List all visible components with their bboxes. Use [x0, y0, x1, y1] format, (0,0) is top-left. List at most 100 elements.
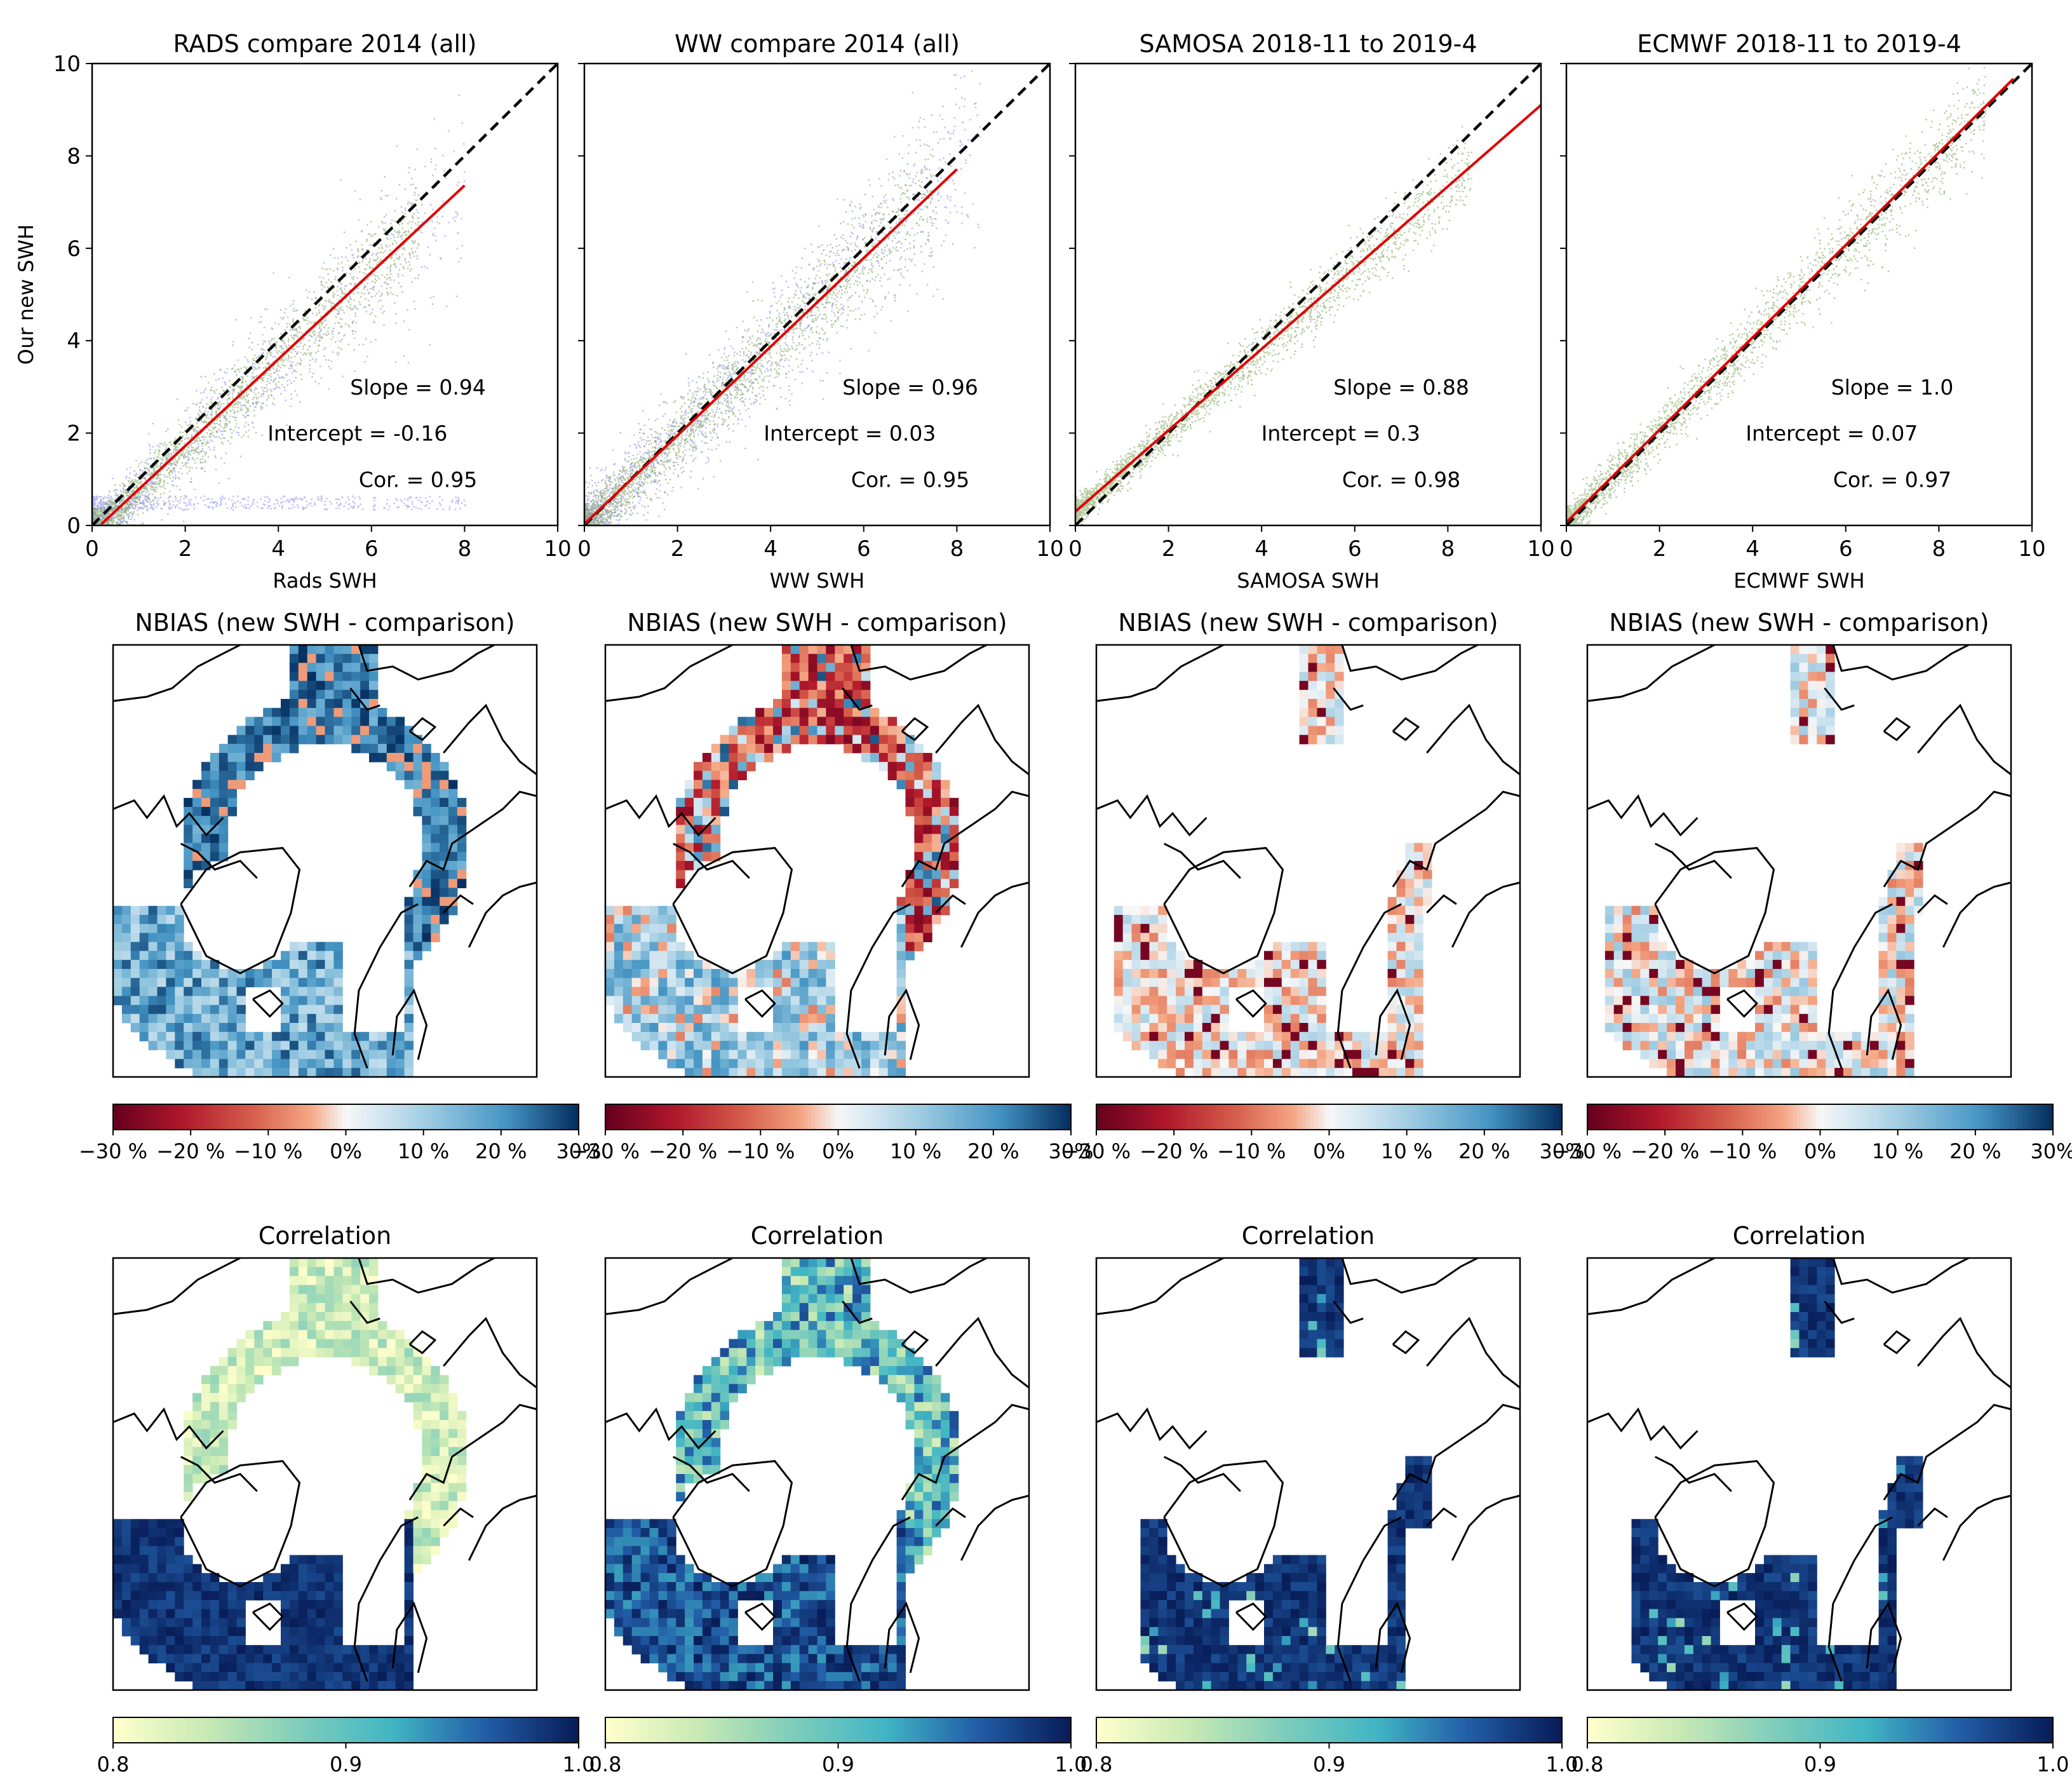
- map-cell: [790, 1059, 800, 1069]
- map-cell: [923, 1438, 932, 1447]
- map-cell: [245, 1348, 255, 1358]
- map-cell: [1826, 1067, 1835, 1078]
- map-cell: [923, 1492, 932, 1501]
- map-cell: [307, 1555, 317, 1565]
- map-cell: [658, 1519, 668, 1529]
- x-tick-label: 8: [1932, 536, 1946, 562]
- map-cells: [113, 645, 467, 1078]
- map-cell: [404, 959, 414, 970]
- coastline: [605, 1407, 716, 1450]
- map-cell: [773, 987, 783, 996]
- map-cell: [333, 1285, 343, 1295]
- map-cell: [676, 1041, 685, 1050]
- map-cell: [316, 1672, 325, 1682]
- map-cell: [949, 807, 959, 816]
- map-cell: [448, 1519, 458, 1529]
- map-cell: [631, 1537, 642, 1546]
- map-cell: [1631, 1005, 1641, 1015]
- map-cell: [431, 1429, 440, 1438]
- map-cell: [263, 1067, 272, 1078]
- colorbar-segment: [1213, 1104, 1217, 1130]
- map-cell: [316, 1600, 325, 1609]
- map-cell: [817, 1618, 826, 1628]
- map-cell: [298, 1276, 308, 1285]
- colorbar-segment: [1550, 1104, 1555, 1130]
- map-cell: [1728, 969, 1738, 978]
- colorbar-segment: [322, 1717, 327, 1743]
- map-cell: [422, 896, 431, 907]
- map-cell: [184, 816, 193, 825]
- colorbar-segment: [1641, 1104, 1646, 1130]
- colorbar-segment: [1028, 1104, 1033, 1130]
- map-cell: [861, 1059, 871, 1069]
- map-cell: [121, 1005, 131, 1015]
- map-cell: [826, 1573, 835, 1583]
- map-cell: [746, 1059, 756, 1069]
- map-cell: [1211, 1013, 1220, 1024]
- map-cell: [272, 1339, 281, 1349]
- map-cell: [263, 1663, 272, 1673]
- colorbar-segment: [718, 1717, 722, 1743]
- map-cell: [923, 807, 932, 816]
- colorbar-segment: [156, 1104, 160, 1130]
- intercept-annotation: Intercept = -0.16: [267, 421, 447, 446]
- map-cell: [227, 762, 237, 771]
- map-cell: [1799, 717, 1808, 726]
- colorbar-segment: [307, 1104, 312, 1130]
- map-cell: [914, 743, 924, 754]
- map-cell: [386, 1050, 396, 1060]
- map-cell: [440, 1447, 449, 1457]
- colorbar-segment: [338, 1717, 342, 1743]
- colorbar-segment: [237, 1104, 242, 1130]
- map-cell: [413, 753, 422, 762]
- map-cell: [121, 1609, 131, 1619]
- map-cell: [175, 996, 184, 1006]
- colorbar-segment: [1178, 1104, 1182, 1130]
- map-cell: [227, 978, 237, 987]
- colorbar-segment: [1375, 1104, 1380, 1130]
- map-cell: [1414, 987, 1423, 996]
- map-cell: [631, 1582, 642, 1592]
- map-cell: [932, 1501, 941, 1511]
- map-cell: [1423, 888, 1432, 898]
- map-cell: [201, 987, 211, 996]
- map-cell: [219, 797, 229, 808]
- map-cell: [817, 689, 826, 700]
- map-cell: [272, 1663, 281, 1673]
- colorbar-segment: [2045, 1104, 2050, 1130]
- map-cell: [852, 1330, 862, 1339]
- map-cell: [298, 1645, 308, 1654]
- coastline: [1426, 894, 1457, 914]
- colorbar-segment: [415, 1717, 420, 1743]
- map-cell: [808, 1276, 817, 1285]
- colorbar-segment: [764, 1717, 769, 1743]
- colorbar-segment: [377, 1717, 382, 1743]
- map-cell: [773, 1582, 783, 1592]
- map-cell: [905, 1393, 915, 1403]
- map-cell: [1604, 942, 1615, 952]
- colorbar-segment: [1991, 1104, 1995, 1130]
- map-cell: [227, 1627, 237, 1637]
- map-cell: [941, 1438, 950, 1447]
- map-cell: [1887, 1013, 1897, 1024]
- map-cell: [941, 816, 950, 825]
- map-cell: [377, 753, 387, 762]
- map-cell: [298, 1663, 308, 1673]
- map-cell: [369, 1645, 379, 1654]
- colorbar-segment: [1606, 1104, 1611, 1130]
- map-cell: [369, 1285, 379, 1295]
- map-cell: [817, 1645, 826, 1654]
- map-cell: [1308, 1050, 1317, 1060]
- map-cell: [448, 807, 458, 816]
- map-cell: [201, 771, 211, 780]
- map-cell: [694, 780, 703, 790]
- map-cell: [139, 1564, 149, 1574]
- map-cell: [1167, 951, 1176, 961]
- colorbar-segment: [744, 1717, 750, 1743]
- map-cell: [175, 1555, 184, 1565]
- map-cell: [281, 987, 290, 996]
- map-cell: [113, 1600, 123, 1609]
- map-cell: [817, 959, 826, 970]
- map-cell: [1122, 905, 1133, 916]
- map-cell: [139, 1519, 149, 1529]
